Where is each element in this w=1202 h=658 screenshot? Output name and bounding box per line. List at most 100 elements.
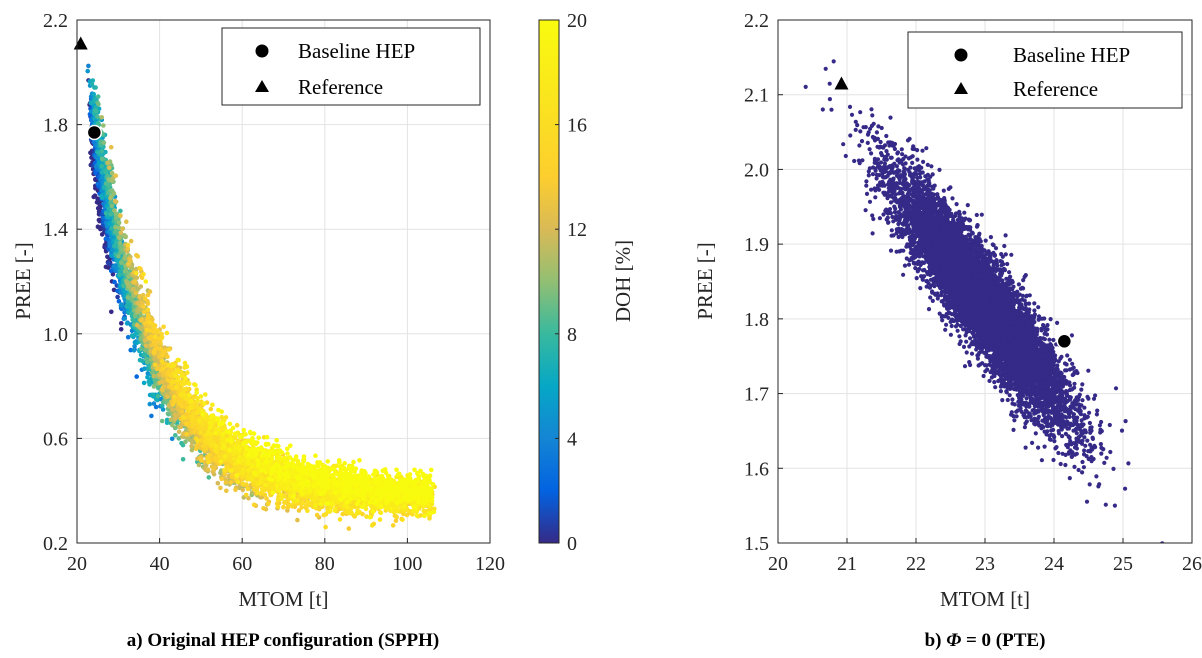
a-scatter-point [134, 271, 139, 276]
a-scatter-point [195, 398, 200, 404]
a-scatter-point [139, 318, 144, 323]
a-scatter-point [245, 474, 251, 480]
a-scatter-point [206, 459, 211, 465]
a-scatter-point [331, 496, 336, 502]
a-scatter-point [383, 505, 389, 511]
a-scatter-point [188, 405, 193, 411]
a-scatter-point [94, 109, 99, 114]
a-scatter-point [203, 392, 208, 397]
a-scatter-point [255, 490, 260, 496]
a-scatter-point [287, 503, 293, 508]
a-scatter-point [222, 467, 227, 473]
a-scatter-point [202, 427, 207, 432]
a-scatter-point [300, 500, 306, 506]
a-scatter-point [144, 356, 149, 362]
a-scatter-point [103, 170, 109, 175]
a-scatter-point [369, 523, 375, 528]
a-scatter-point [151, 401, 157, 406]
a-scatter-point [130, 317, 135, 323]
a-scatter-point [99, 195, 105, 200]
a-scatter-point [245, 486, 251, 492]
a-scatter-point [134, 374, 139, 379]
a-scatter-point [143, 343, 149, 349]
a-scatter-point [186, 392, 192, 398]
a-scatter-point [103, 211, 109, 216]
a-scatter-point [205, 467, 211, 473]
a-scatter-point [221, 443, 227, 449]
a-scatter-point [132, 279, 138, 284]
a-scatter-point [107, 243, 113, 249]
a-scatter-point [118, 208, 123, 214]
scatter-cloud-a [85, 63, 438, 531]
a-scatter-point [123, 234, 128, 239]
a-scatter-point [258, 475, 264, 480]
a-scatter-point [122, 316, 128, 321]
a-scatter-point [171, 363, 177, 368]
a-scatter-point [305, 508, 310, 514]
a-scatter-point [208, 431, 213, 437]
a-scatter-point [181, 387, 187, 392]
a-scatter-point [172, 416, 178, 422]
a-scatter-point [321, 497, 326, 503]
a-scatter-point [160, 379, 166, 385]
a-scatter-point [145, 301, 151, 307]
a-scatter-point [313, 502, 318, 508]
a-scatter-point [129, 333, 135, 338]
a-scatter-point [113, 229, 118, 234]
a-scatter-point [197, 418, 202, 424]
a-scatter-point [108, 200, 113, 205]
a-scatter-point [177, 424, 182, 430]
a-scatter-point [99, 163, 105, 169]
a-scatter-point [146, 379, 152, 385]
a-scatter-point [119, 260, 124, 266]
a-scatter-point [218, 459, 224, 464]
a-scatter-point [134, 322, 140, 328]
a-scatter-point [199, 458, 204, 463]
a-scatter-point [224, 488, 229, 494]
a-scatter-point [155, 328, 161, 334]
a-scatter-point [183, 376, 188, 381]
a-scatter-point [89, 81, 95, 87]
a-scatter-point [186, 381, 192, 387]
a-scatter-point [192, 428, 198, 434]
a-scatter-point [240, 467, 246, 473]
a-scatter-point [312, 497, 317, 503]
a-scatter-point [394, 514, 399, 519]
a-scatter-point [96, 102, 101, 107]
a-scatter-point [251, 502, 257, 508]
a-scatter-point [266, 501, 271, 507]
a-scatter-point [279, 496, 284, 502]
a-scatter-point [196, 426, 202, 431]
a-scatter-point [108, 144, 114, 150]
a-scatter-point [144, 327, 149, 333]
a-scatter-point [217, 453, 222, 459]
a-scatter-point [390, 523, 396, 528]
a-scatter-point [181, 392, 187, 398]
a-scatter-point [168, 417, 174, 423]
a-scatter-point [106, 165, 112, 170]
a-scatter-point [211, 466, 216, 471]
a-scatter-point [261, 506, 266, 511]
a-scatter-point [189, 443, 194, 449]
a-scatter-point [131, 348, 137, 353]
a-scatter-point [183, 421, 189, 427]
a-scatter-point [191, 412, 196, 418]
a-scatter-point [147, 320, 153, 325]
a-scatter-point [133, 290, 139, 296]
a-scatter-point [240, 481, 246, 486]
a-scatter-point [105, 160, 110, 166]
a-scatter-point [201, 401, 207, 407]
a-scatter-point [149, 413, 154, 419]
a-scatter-point [129, 311, 134, 317]
a-scatter-point [148, 334, 154, 339]
a-scatter-point [235, 479, 241, 485]
a-scatter-point [139, 346, 144, 352]
a-scatter-point [165, 354, 170, 360]
a-scatter-point [179, 409, 185, 414]
a-scatter-point [299, 505, 305, 510]
a-scatter-point [112, 279, 117, 285]
a-scatter-point [137, 266, 142, 271]
a-scatter-point [132, 344, 137, 349]
a-scatter-point [137, 293, 143, 299]
